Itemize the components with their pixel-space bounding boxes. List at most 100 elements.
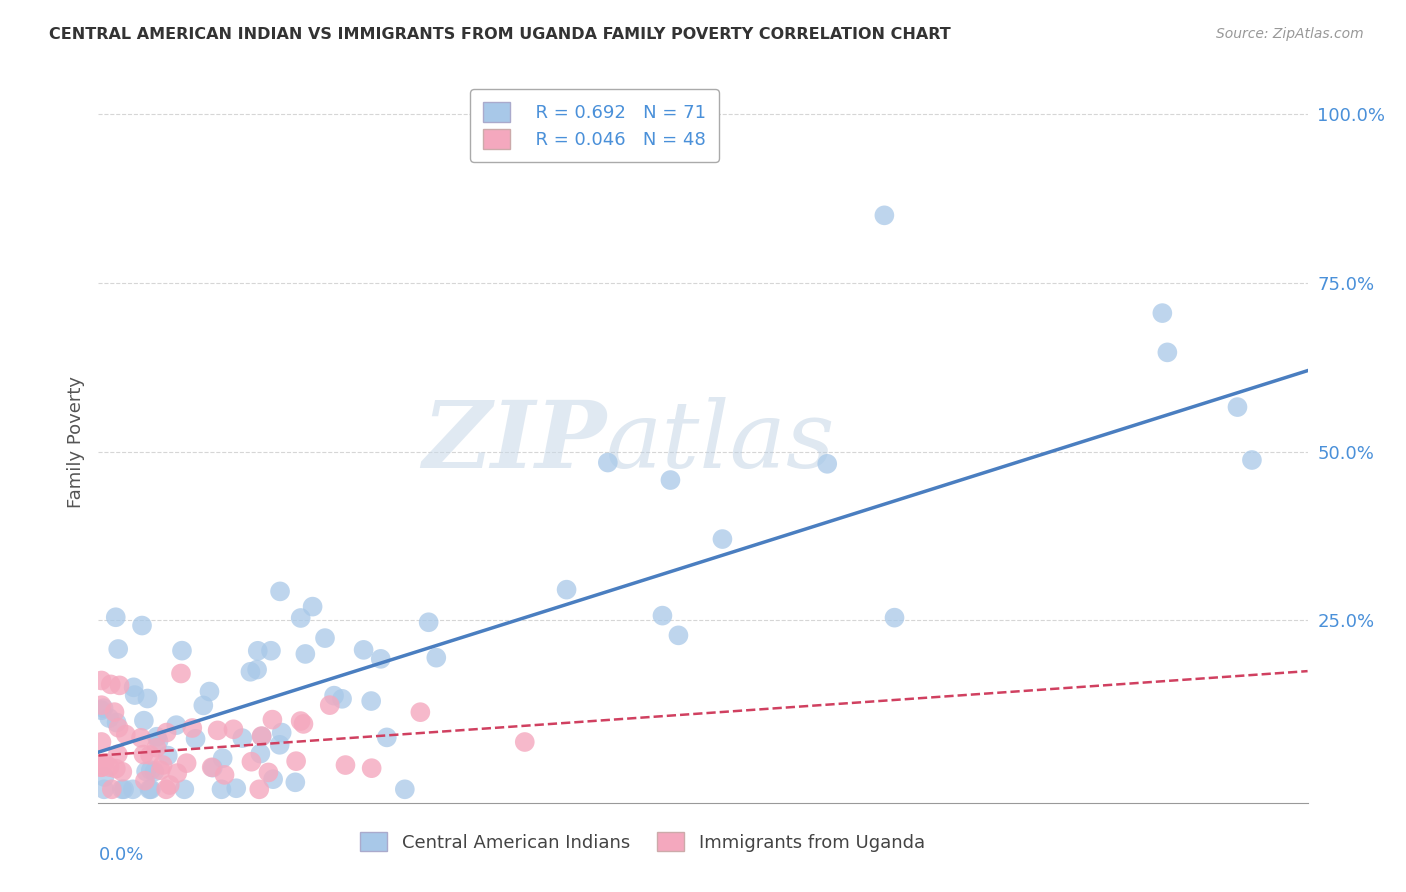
- Point: [269, 738, 291, 752]
- Point: [1240, 453, 1263, 467]
- Point: [93, 701, 115, 715]
- Point: [103, 705, 125, 719]
- Point: [139, 782, 162, 797]
- Point: [249, 747, 271, 761]
- Point: [214, 768, 236, 782]
- Point: [319, 698, 342, 713]
- Point: [132, 714, 155, 728]
- Point: [122, 681, 145, 695]
- Point: [250, 730, 273, 744]
- Point: [134, 773, 156, 788]
- Point: [193, 698, 215, 713]
- Point: [107, 642, 129, 657]
- Point: [173, 782, 195, 797]
- Point: [90, 756, 112, 771]
- Point: [124, 688, 146, 702]
- Point: [1226, 400, 1249, 414]
- Text: ZIP: ZIP: [422, 397, 606, 486]
- Point: [292, 717, 315, 731]
- Point: [353, 643, 375, 657]
- Point: [166, 766, 188, 780]
- Point: [1156, 345, 1178, 359]
- Text: CENTRAL AMERICAN INDIAN VS IMMIGRANTS FROM UGANDA FAMILY POVERTY CORRELATION CHA: CENTRAL AMERICAN INDIAN VS IMMIGRANTS FR…: [49, 27, 950, 42]
- Point: [139, 763, 162, 777]
- Point: [285, 754, 308, 768]
- Point: [139, 747, 162, 762]
- Point: [170, 643, 193, 657]
- Point: [100, 677, 122, 691]
- Point: [651, 608, 673, 623]
- Point: [262, 772, 284, 787]
- Point: [108, 678, 131, 692]
- Point: [101, 782, 124, 797]
- Point: [170, 666, 193, 681]
- Point: [90, 703, 112, 717]
- Point: [301, 599, 323, 614]
- Point: [222, 723, 245, 737]
- Point: [136, 691, 159, 706]
- Point: [145, 740, 167, 755]
- Point: [152, 758, 174, 772]
- Point: [143, 764, 166, 779]
- Point: [314, 631, 336, 645]
- Point: [201, 760, 224, 774]
- Point: [659, 473, 682, 487]
- Point: [90, 760, 112, 774]
- Point: [231, 731, 253, 745]
- Point: [873, 208, 896, 222]
- Point: [165, 718, 187, 732]
- Point: [198, 684, 221, 698]
- Point: [284, 775, 307, 789]
- Point: [335, 758, 357, 772]
- Point: [409, 705, 432, 719]
- Point: [90, 760, 112, 774]
- Point: [149, 763, 172, 777]
- Point: [257, 765, 280, 780]
- Point: [360, 761, 382, 775]
- Point: [711, 532, 734, 546]
- Point: [207, 723, 229, 738]
- Point: [104, 762, 127, 776]
- Point: [323, 689, 346, 703]
- Point: [290, 714, 312, 728]
- Point: [132, 747, 155, 762]
- Point: [131, 618, 153, 632]
- Point: [883, 610, 905, 624]
- Point: [260, 644, 283, 658]
- Point: [129, 731, 152, 745]
- Point: [148, 734, 170, 748]
- Text: 0.0%: 0.0%: [98, 847, 143, 864]
- Point: [240, 755, 263, 769]
- Point: [815, 457, 838, 471]
- Point: [155, 725, 177, 739]
- Point: [418, 615, 440, 630]
- Point: [370, 652, 392, 666]
- Point: [270, 725, 292, 739]
- Point: [146, 730, 169, 744]
- Y-axis label: Family Poverty: Family Poverty: [66, 376, 84, 508]
- Point: [121, 782, 143, 797]
- Point: [596, 456, 619, 470]
- Point: [201, 761, 224, 775]
- Point: [159, 778, 181, 792]
- Point: [425, 650, 447, 665]
- Point: [294, 647, 316, 661]
- Point: [90, 735, 112, 749]
- Point: [90, 673, 112, 688]
- Point: [155, 782, 177, 797]
- Point: [246, 663, 269, 677]
- Point: [98, 760, 121, 774]
- Point: [184, 731, 207, 746]
- Point: [111, 782, 134, 797]
- Point: [111, 764, 134, 779]
- Point: [176, 756, 198, 771]
- Point: [114, 727, 136, 741]
- Point: [93, 756, 115, 770]
- Point: [156, 748, 179, 763]
- Point: [104, 610, 127, 624]
- Point: [555, 582, 578, 597]
- Point: [93, 782, 115, 797]
- Point: [330, 691, 353, 706]
- Point: [135, 764, 157, 779]
- Point: [98, 711, 121, 725]
